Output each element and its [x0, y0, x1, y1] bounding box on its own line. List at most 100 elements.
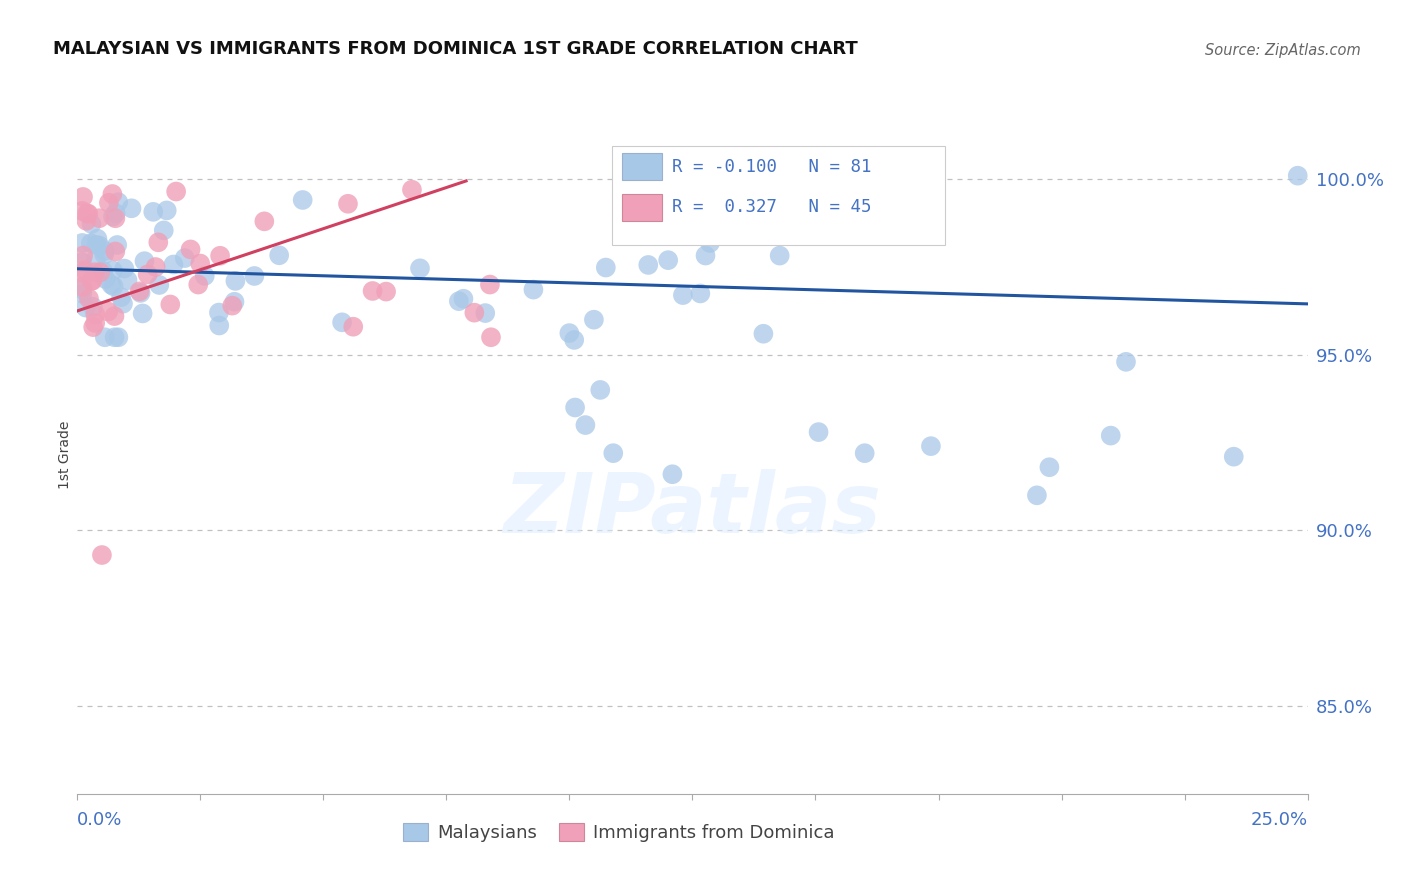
Point	[853, 446, 876, 460]
Point	[361, 284, 384, 298]
Point	[101, 263, 124, 277]
Point	[145, 260, 167, 274]
Point	[156, 203, 179, 218]
Point	[1038, 460, 1060, 475]
Point	[77, 207, 100, 221]
Point	[564, 401, 586, 415]
Point	[104, 244, 127, 259]
Point	[100, 277, 122, 292]
Point	[330, 315, 353, 329]
Point	[121, 202, 143, 216]
Point	[657, 253, 679, 268]
Point	[89, 211, 111, 226]
Point	[589, 383, 612, 397]
Point	[107, 330, 129, 344]
Point	[70, 203, 93, 218]
Point	[72, 248, 94, 262]
Y-axis label: 1st Grade: 1st Grade	[58, 421, 72, 489]
Point	[97, 304, 120, 318]
Point	[291, 193, 314, 207]
Point	[134, 254, 156, 268]
Legend: Malaysians, Immigrants from Dominica: Malaysians, Immigrants from Dominica	[395, 816, 842, 849]
Point	[82, 274, 104, 288]
Point	[152, 223, 174, 237]
Point	[243, 268, 266, 283]
Point	[142, 205, 165, 219]
Point	[375, 285, 398, 299]
Point	[70, 282, 93, 296]
Text: 0.0%: 0.0%	[77, 812, 122, 830]
Point	[104, 211, 127, 226]
Point	[89, 238, 111, 252]
Point	[104, 206, 127, 220]
Point	[91, 264, 114, 278]
Point	[1286, 169, 1309, 183]
Point	[1223, 450, 1246, 464]
Point	[562, 333, 585, 347]
Point	[208, 318, 231, 333]
Point	[221, 299, 243, 313]
Text: MALAYSIAN VS IMMIGRANTS FROM DOMINICA 1ST GRADE CORRELATION CHART: MALAYSIAN VS IMMIGRANTS FROM DOMINICA 1S…	[53, 40, 858, 58]
Point	[769, 249, 792, 263]
Point	[401, 183, 423, 197]
Point	[101, 186, 124, 201]
Text: Source: ZipAtlas.com: Source: ZipAtlas.com	[1205, 43, 1361, 58]
Point	[86, 238, 108, 252]
Point	[188, 256, 211, 270]
Point	[70, 235, 93, 250]
Point	[689, 286, 711, 301]
Text: R = -0.100   N = 81: R = -0.100 N = 81	[672, 158, 872, 176]
Point	[479, 330, 502, 344]
Point	[165, 185, 187, 199]
Point	[103, 279, 125, 293]
Point	[695, 248, 717, 262]
Point	[72, 190, 94, 204]
Point	[342, 319, 364, 334]
Point	[582, 312, 605, 326]
Point	[253, 214, 276, 228]
Point	[337, 196, 360, 211]
Point	[129, 285, 152, 300]
Point	[194, 268, 217, 283]
Point	[148, 235, 170, 250]
Point	[920, 439, 942, 453]
FancyBboxPatch shape	[623, 194, 662, 221]
Point	[70, 286, 93, 301]
Point	[84, 316, 107, 330]
Point	[209, 249, 232, 263]
Point	[162, 258, 184, 272]
Point	[82, 300, 104, 314]
Point	[111, 296, 134, 310]
Point	[94, 330, 117, 344]
Point	[1115, 355, 1137, 369]
Point	[75, 214, 97, 228]
Point	[82, 320, 104, 334]
Point	[602, 446, 624, 460]
Point	[224, 294, 246, 309]
Text: R =  0.327   N = 45: R = 0.327 N = 45	[672, 199, 872, 217]
Point	[269, 248, 291, 262]
Point	[70, 280, 93, 294]
Point	[80, 236, 103, 251]
Point	[70, 266, 93, 280]
Point	[75, 301, 97, 315]
Text: ZIPatlas: ZIPatlas	[503, 468, 882, 549]
Point	[103, 330, 125, 344]
Point	[84, 307, 107, 321]
Point	[131, 306, 153, 320]
Point	[148, 277, 170, 292]
Point	[89, 265, 111, 279]
Point	[672, 288, 695, 302]
FancyBboxPatch shape	[613, 146, 945, 244]
Point	[522, 283, 544, 297]
Point	[159, 297, 181, 311]
Point	[807, 425, 830, 439]
Point	[661, 467, 683, 482]
Point	[187, 277, 209, 292]
Point	[1099, 428, 1122, 442]
Point	[101, 210, 124, 224]
Point	[70, 255, 93, 269]
Point	[93, 247, 115, 261]
Point	[112, 261, 135, 276]
Point	[83, 265, 105, 279]
